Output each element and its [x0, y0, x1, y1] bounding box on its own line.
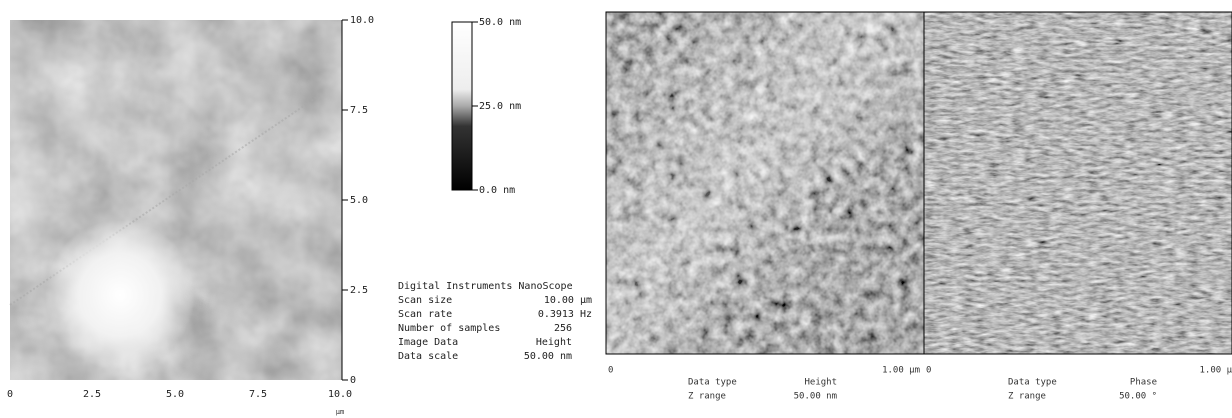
field-label: Z range — [688, 392, 726, 402]
info-label: Data scale — [398, 351, 458, 362]
field-value: 50.00 nm — [794, 392, 837, 402]
y-tick-label: 0 — [350, 375, 356, 386]
y-tick-label: 5.0 — [350, 195, 368, 206]
field-value: Phase — [1130, 378, 1157, 388]
info-value: Height — [536, 337, 572, 348]
info-label: Scan size — [398, 295, 452, 306]
info-value: 0.3913 Hz — [538, 309, 592, 320]
x-unit: µm — [336, 408, 344, 416]
x-tick-label: 7.5 — [249, 389, 267, 400]
info-value: 50.00 nm — [524, 351, 572, 362]
phase-panel-footer: 0 1.00 µ Data type Phase Z range 50.00 ° — [926, 366, 1232, 402]
y-tick-label: 2.5 — [350, 285, 368, 296]
field-label: Z range — [1008, 392, 1046, 402]
y-tick-label: 10.0 — [350, 15, 374, 26]
color-bar: 50.0 nm 25.0 nm 0.0 nm — [452, 17, 521, 196]
y-axis: 10.0 7.5 5.0 2.5 0 — [342, 15, 374, 386]
field-value: 50.00 ° — [1119, 392, 1157, 402]
x-end: 1.00 µ — [1199, 366, 1232, 376]
x-axis: 0 2.5 5.0 7.5 10.0 µm — [7, 389, 352, 416]
x-end: 1.00 µm — [882, 366, 920, 376]
height-panel — [606, 12, 924, 354]
phase-panel — [924, 12, 1232, 354]
info-label: Scan rate — [398, 309, 452, 320]
x-tick-label: 2.5 — [83, 389, 101, 400]
height-panel-footer: 0 1.00 µm Data type Height Z range 50.00… — [608, 366, 920, 402]
info-label: Digital Instruments NanoScope — [398, 281, 573, 292]
x-start: 0 — [926, 366, 931, 376]
y-tick-label: 7.5 — [350, 105, 368, 116]
color-bar-label: 0.0 nm — [479, 185, 515, 196]
x-tick-label: 5.0 — [166, 389, 184, 400]
scan-info: Digital Instruments NanoScope Scan size … — [398, 281, 592, 362]
info-value: 256 — [554, 323, 572, 334]
x-tick-label: 0 — [7, 389, 13, 400]
color-bar-label: 50.0 nm — [479, 17, 521, 28]
x-tick-label: 10.0 — [328, 389, 352, 400]
afm-screen: 10.0 7.5 5.0 2.5 0 0 2.5 5.0 7.5 10.0 µm… — [0, 0, 1232, 418]
x-start: 0 — [608, 366, 613, 376]
color-bar-label: 25.0 nm — [479, 101, 521, 112]
field-label: Data type — [1008, 378, 1057, 388]
info-label: Number of samples — [398, 323, 500, 334]
info-value: 10.00 µm — [544, 295, 592, 306]
field-value: Height — [804, 378, 837, 388]
field-label: Data type — [688, 378, 737, 388]
info-label: Image Data — [398, 337, 458, 348]
height-image — [10, 20, 342, 380]
